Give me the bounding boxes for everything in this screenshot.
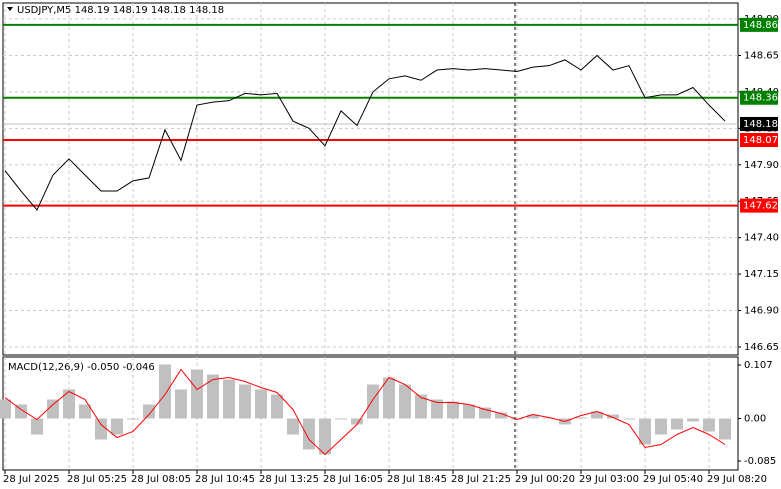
- x-tick-label: 28 Jul 2025: [3, 474, 60, 485]
- price-panel: [2, 2, 739, 356]
- macd-bar: [447, 401, 459, 419]
- macd-bar: [591, 411, 603, 419]
- macd-bar: [527, 414, 539, 419]
- macd-bar: [463, 404, 475, 419]
- macd-bar: [607, 414, 619, 419]
- macd-bar: [0, 399, 11, 419]
- x-tick-label: 28 Jul 05:25: [67, 474, 127, 485]
- y-tick-label: -0.085: [744, 456, 776, 467]
- macd-bar: [111, 418, 123, 435]
- x-tick-label: 28 Jul 10:45: [195, 474, 255, 485]
- macd-bar: [415, 394, 427, 419]
- level-box: [740, 133, 778, 148]
- level-label: 148.07: [743, 135, 778, 146]
- y-tick-label: 147.40: [744, 233, 779, 244]
- x-tick-label: 28 Jul 21:25: [451, 474, 511, 485]
- macd-bar: [703, 418, 715, 432]
- x-tick-label: 29 Jul 05:40: [643, 474, 703, 485]
- level-box: [740, 17, 778, 32]
- macd-title: MACD(12,26,9) -0.050 -0.046: [8, 362, 155, 373]
- macd-bar: [319, 418, 331, 455]
- x-tick-label: 29 Jul 00:20: [515, 474, 575, 485]
- y-tick-label: 0.00: [744, 414, 766, 425]
- macd-bar: [143, 404, 155, 419]
- macd-bar: [655, 418, 667, 435]
- x-tick-label: 28 Jul 13:25: [259, 474, 319, 485]
- macd-bar: [175, 389, 187, 419]
- macd-bar: [335, 418, 347, 420]
- signal-line: [4, 368, 726, 456]
- macd-bar: [15, 404, 27, 419]
- macd-bar: [639, 418, 651, 445]
- y-tick-label: 147.90: [744, 160, 779, 171]
- y-tick-label: 146.65: [744, 342, 779, 353]
- macd-bar: [47, 399, 59, 419]
- last-price-label: 148.18: [743, 119, 778, 130]
- x-tick-label: 29 Jul 08:20: [707, 474, 767, 485]
- x-tick-label: 29 Jul 03:00: [579, 474, 639, 485]
- macd-bar: [31, 418, 43, 435]
- macd-bar: [191, 369, 203, 419]
- macd-bar: [351, 418, 363, 425]
- macd-bar: [287, 418, 299, 435]
- macd-bar: [271, 394, 283, 419]
- macd-bar: [383, 377, 395, 419]
- y-tick-label: 146.90: [744, 306, 779, 317]
- y-tick-label: 147.15: [744, 269, 779, 280]
- macd-bar: [207, 374, 219, 419]
- macd-bar: [303, 418, 315, 450]
- x-tick-label: 28 Jul 16:05: [323, 474, 383, 485]
- macd-bar: [127, 418, 139, 420]
- macd-bar: [255, 389, 267, 419]
- x-tick-label: 28 Jul 08:05: [131, 474, 191, 485]
- macd-bar: [671, 418, 683, 430]
- macd-bar: [623, 418, 635, 420]
- level-label: 148.86: [743, 20, 778, 31]
- macd-bar: [399, 384, 411, 419]
- macd-bar: [719, 418, 731, 440]
- y-tick-label: 0.107: [744, 360, 773, 371]
- macd-bar: [431, 399, 443, 419]
- macd-bar: [223, 379, 235, 419]
- y-tick-label: 148.65: [744, 50, 779, 61]
- macd-bar: [79, 404, 91, 419]
- level-box: [740, 198, 778, 213]
- price-line: [4, 54, 726, 211]
- chart-title: USDJPY,M5 148.19 148.19 148.18 148.18: [17, 5, 224, 16]
- macd-bar: [367, 384, 379, 419]
- level-box: [740, 90, 778, 105]
- collapse-icon: [7, 7, 13, 11]
- last-price-box: [740, 116, 778, 131]
- macd-bar: [159, 364, 171, 419]
- macd-bar: [495, 412, 507, 419]
- macd-bar: [63, 389, 75, 419]
- level-label: 147.62: [743, 201, 778, 212]
- macd-bar: [575, 417, 587, 419]
- macd-bar: [479, 407, 491, 419]
- x-tick-label: 28 Jul 18:45: [387, 474, 447, 485]
- macd-bar: [95, 418, 107, 440]
- level-label: 148.36: [743, 93, 778, 104]
- macd-bar: [239, 384, 251, 419]
- macd-bar: [687, 418, 699, 422]
